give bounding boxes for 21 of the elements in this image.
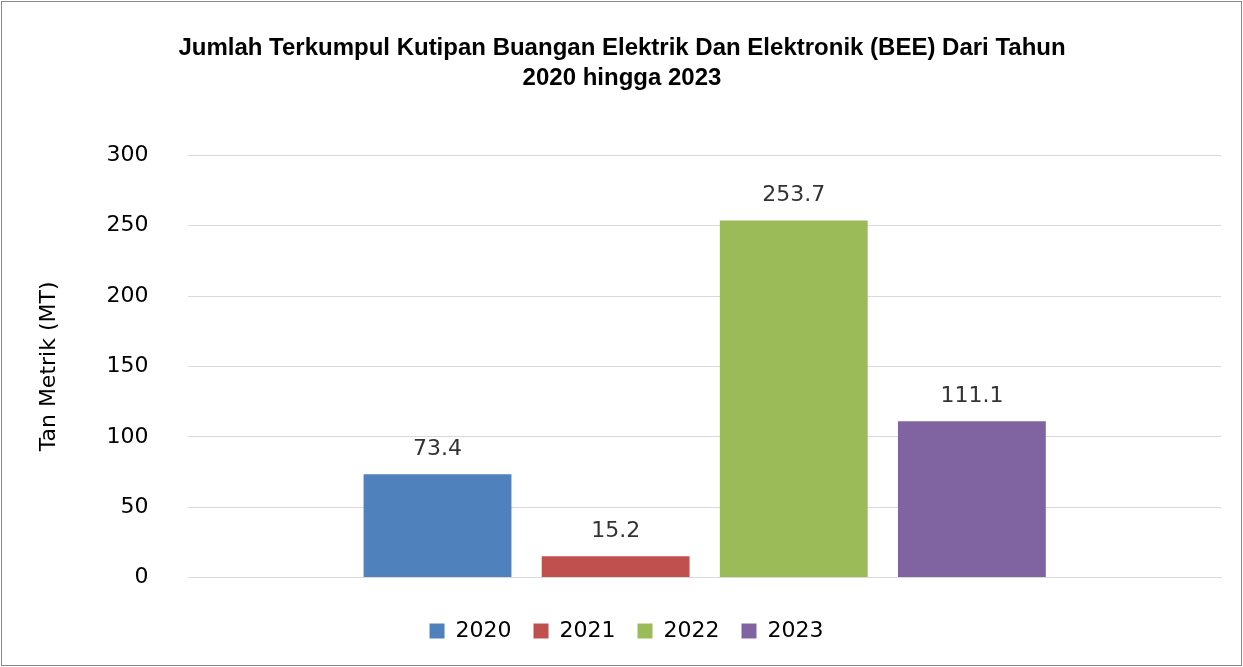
data-label: 15.2 [591, 516, 641, 542]
bar [897, 421, 1046, 578]
y-tick-label: 150 [106, 352, 149, 378]
y-tick-label: 250 [106, 211, 149, 237]
chart-title: Jumlah Terkumpul Kutipan Buangan Elektrik Dan Elektronik (BEE) Dari Tahun 2020 hingga 2023 [177, 32, 1067, 92]
y-tick-label: 100 [106, 422, 149, 448]
legend-label: 2023 [767, 616, 824, 642]
bar [363, 474, 512, 578]
bar [541, 556, 690, 578]
y-tick-label: 0 [134, 563, 149, 589]
data-label: 111.1 [940, 381, 1004, 407]
y-tick-label: 300 [106, 140, 149, 166]
data-label: 253.7 [762, 181, 826, 207]
y-axis-title: Tan Metrik (MT) [34, 281, 60, 453]
y-tick-label: 200 [106, 281, 149, 307]
legend-label: 2021 [559, 616, 616, 642]
data-label: 73.4 [413, 434, 462, 460]
bar [719, 220, 868, 578]
y-tick-label: 50 [120, 492, 149, 518]
legend-label: 2022 [663, 616, 720, 642]
legend-label: 2020 [455, 616, 512, 642]
